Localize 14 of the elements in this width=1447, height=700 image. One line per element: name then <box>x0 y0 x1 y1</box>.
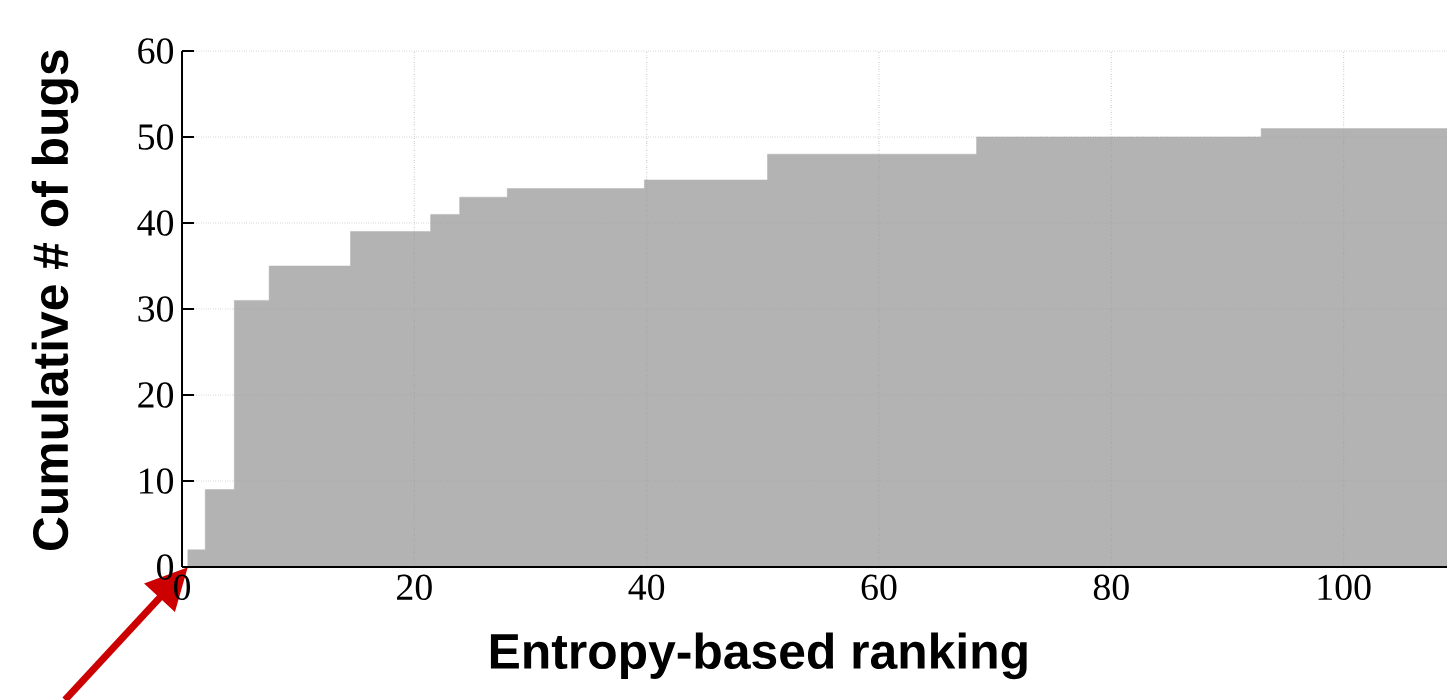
y-tick-label: 20 <box>138 382 174 408</box>
y-tick-label: 60 <box>138 38 174 64</box>
y-tick-label: 0 <box>157 554 174 580</box>
x-tick-label: 100 <box>1318 574 1371 601</box>
y-tick-label: 50 <box>138 124 174 150</box>
y-axis-title: Cumulative # of bugs <box>31 50 79 551</box>
x-tick-label: 20 <box>397 574 432 601</box>
x-tick-label: 80 <box>1093 574 1129 601</box>
y-tick-label: 30 <box>138 296 174 322</box>
y-tick-label: 40 <box>137 210 174 236</box>
y-tick-label: 10 <box>139 468 174 494</box>
x-tick-label: 60 <box>861 574 897 601</box>
x-tick-label: 40 <box>628 574 665 601</box>
x-axis-title: Entropy-based ranking <box>490 632 1027 680</box>
